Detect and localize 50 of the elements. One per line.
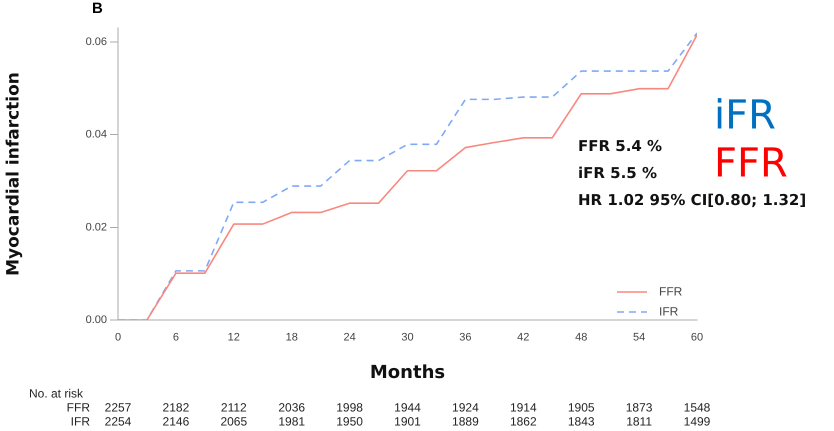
text: 2112	[220, 400, 248, 414]
x-tick-label: 6	[172, 332, 179, 344]
text: 1499	[684, 414, 711, 428]
annotation: FFR 5.4 %	[578, 136, 662, 155]
x-tick-label: 60	[690, 332, 704, 344]
x-tick-label: 12	[228, 332, 240, 344]
text: 2257	[104, 400, 132, 414]
x-tick-label: 24	[343, 332, 356, 344]
text: 1905	[568, 400, 595, 414]
text: 1914	[510, 400, 537, 414]
text: 2036	[278, 400, 306, 414]
x-axis-title: Months	[370, 362, 446, 383]
text: 1901	[394, 414, 422, 428]
x-tick-label: 0	[114, 332, 122, 344]
text: 2182	[162, 400, 190, 414]
x-tick-label: 48	[575, 332, 588, 344]
legend-label: FFR	[659, 284, 683, 298]
legend-label: IFR	[659, 304, 679, 318]
text: 1811	[626, 414, 652, 428]
text: iFR	[714, 92, 776, 138]
text: 1548	[684, 400, 711, 414]
y-tick-label: 0.02	[86, 221, 107, 234]
text: 1944	[394, 400, 422, 414]
text: 2065	[220, 414, 248, 428]
annotation: iFR 5.5 %	[578, 164, 657, 182]
text: FFR	[66, 400, 90, 414]
text: 2254	[104, 414, 132, 428]
y-tick-label: 0.06	[86, 36, 107, 48]
x-tick-label: 18	[286, 332, 298, 344]
text: FFR	[714, 140, 788, 186]
x-tick-label: 54	[632, 332, 646, 344]
y-tick-label: 0.04	[86, 128, 107, 141]
x-tick-label: 36	[459, 332, 472, 344]
x-tick-label: 42	[517, 332, 530, 344]
text: 1889	[452, 414, 480, 428]
text: No. at risk	[29, 386, 84, 400]
y-tick-label: 0.00	[86, 314, 107, 326]
text: B	[92, 0, 103, 18]
text: 1924	[452, 400, 480, 414]
text: 2146	[162, 414, 190, 428]
text: 1950	[336, 414, 364, 428]
text: 1981	[278, 414, 306, 428]
y-axis-title: Myocardial infarction	[4, 72, 24, 276]
text: 1998	[336, 400, 364, 414]
text: 1873	[626, 400, 653, 414]
text: 1843	[568, 414, 595, 428]
x-tick-label: 30	[401, 332, 414, 344]
text: IFR	[70, 414, 90, 428]
text: 1862	[510, 414, 537, 428]
annotation: HR 1.02 95% CI[0.80; 1.32]	[578, 190, 806, 209]
